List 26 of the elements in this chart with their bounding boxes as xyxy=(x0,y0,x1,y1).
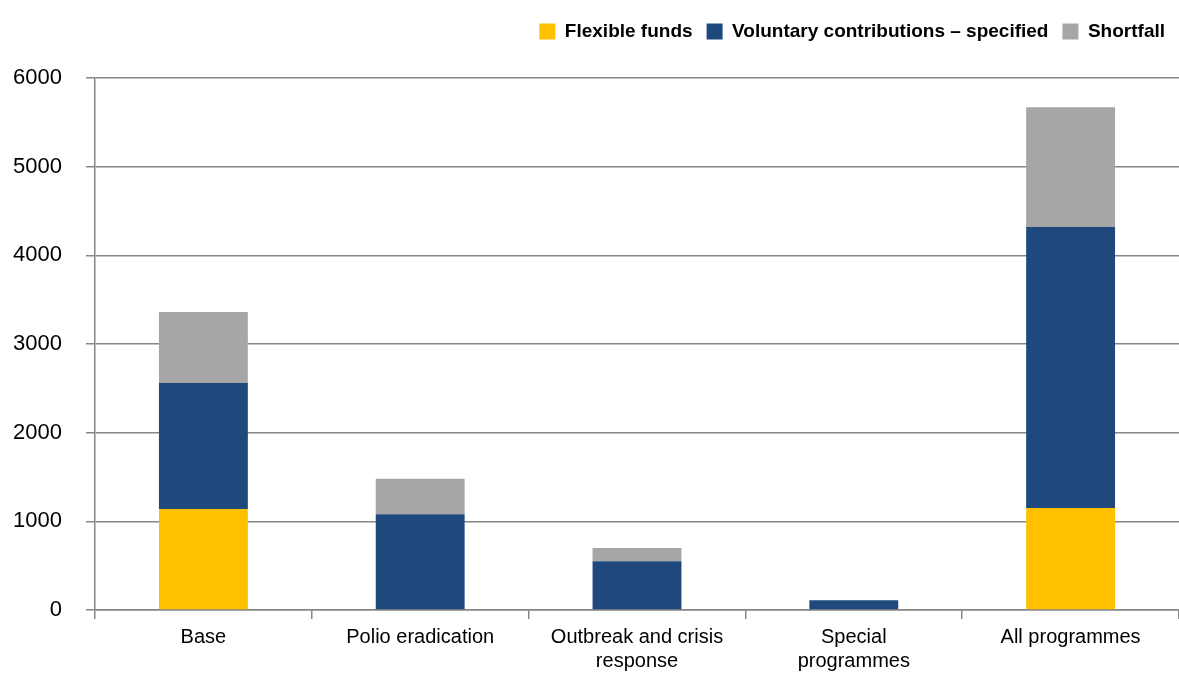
y-tick-label: 6000 xyxy=(13,64,62,90)
y-tick-label: 2000 xyxy=(13,418,62,444)
x-tick-label: Polio eradication xyxy=(346,624,495,647)
bar xyxy=(375,514,465,610)
bar xyxy=(592,561,682,610)
y-tick-label: 1000 xyxy=(13,507,62,533)
bar xyxy=(375,478,465,515)
bar xyxy=(809,600,899,610)
bar xyxy=(1026,508,1116,610)
bar xyxy=(1026,226,1116,509)
bar xyxy=(158,312,248,384)
x-tick-label: Special programmes xyxy=(797,624,910,671)
bar xyxy=(158,383,248,509)
y-tick-label: 3000 xyxy=(13,330,62,356)
y-tick-label: 5000 xyxy=(13,152,62,178)
legend-label: Voluntary contributions – specified xyxy=(732,19,1049,41)
legend-label: Shortfall xyxy=(1087,19,1165,41)
y-tick-label: 4000 xyxy=(13,241,62,267)
y-tick-label: 0 xyxy=(49,596,62,622)
x-tick-label: Outbreak and crisis response xyxy=(550,624,724,671)
x-tick-label: All programmes xyxy=(1000,624,1141,647)
bar xyxy=(158,508,248,610)
bar xyxy=(592,547,682,562)
x-tick-label: Base xyxy=(180,624,227,647)
bar xyxy=(1026,107,1116,227)
legend-label: Flexible funds xyxy=(564,19,693,41)
